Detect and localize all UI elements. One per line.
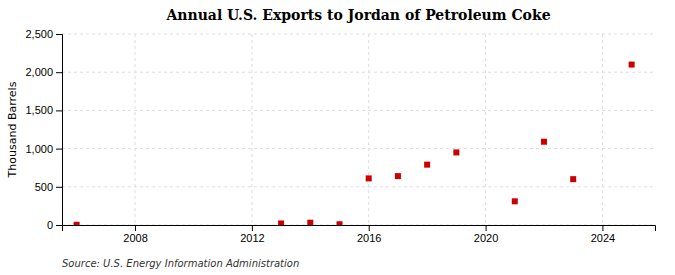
point [278,220,284,225]
tick: 500 [35,181,62,193]
grid-line [135,34,136,225]
grid-line [251,34,252,225]
tick-mark [486,225,487,231]
tick: 2024 [591,225,615,244]
tick-label: 2012 [240,232,264,244]
tick-label: 2008 [123,232,147,244]
grid-line [602,34,603,225]
point [629,62,635,68]
y-axis: 0 500 1,000 1,500 2,000 2,500 [25,28,62,231]
tick-mark [252,225,253,231]
point [424,162,430,168]
grid-line [62,186,655,187]
tick-mark [369,225,370,231]
tick-mark [602,225,603,231]
grid-line [368,34,369,225]
source-note: Source: U.S. Energy Information Administ… [62,258,299,269]
point [74,222,80,225]
grid-line [62,34,655,35]
point [570,176,576,182]
tick-label: 1,000 [25,143,53,155]
tick-label: 2020 [474,232,498,244]
point [453,149,459,155]
tick-mark [135,225,136,231]
tick-label: 2,500 [25,28,53,40]
tick: 2020 [474,225,498,244]
tick-mark [56,34,62,35]
point [337,221,343,225]
point [307,220,313,225]
grid [62,34,655,225]
tick: 2016 [357,225,381,244]
tick-label: 500 [35,181,53,193]
tick-mark [56,225,62,226]
tick-mark [56,110,62,111]
axis-line [63,226,656,232]
point [366,175,372,181]
grid-line [62,110,655,111]
tick-mark [56,149,62,150]
tick: 2,000 [25,66,62,78]
chart: 2008 2012 2016 2020 2024 0 500 1,000 1,500 2,000 2… [0,0,675,275]
tick: 1,500 [25,104,62,116]
tick-label: 2016 [357,232,381,244]
tick-label: 2,000 [25,66,53,78]
tick: 2008 [123,225,147,244]
grid-line [62,148,655,149]
tick: 2,500 [25,28,62,40]
point [541,139,547,145]
plot-area: 2008 2012 2016 2020 2024 0 500 1,000 1,500 2,000 2… [25,28,655,244]
tick-mark [56,72,62,73]
tick-label: 2024 [591,232,615,244]
grid-line [485,34,486,225]
tick: 0 [47,219,62,231]
tick-label: 1,500 [25,104,53,116]
tick: 2012 [240,225,264,244]
grid-line [62,72,655,73]
tick-mark [56,187,62,188]
marks [74,62,635,225]
point [395,173,401,179]
x-axis: 2008 2012 2016 2020 2024 [63,225,656,244]
title: Annual U.S. Exports to Jordan of Petrole… [165,7,550,23]
y-axis-label: Thousand Barrels [6,81,19,178]
point [512,198,518,204]
tick-label: 0 [47,219,53,231]
axis-line [56,35,63,226]
tick: 1,000 [25,143,62,155]
